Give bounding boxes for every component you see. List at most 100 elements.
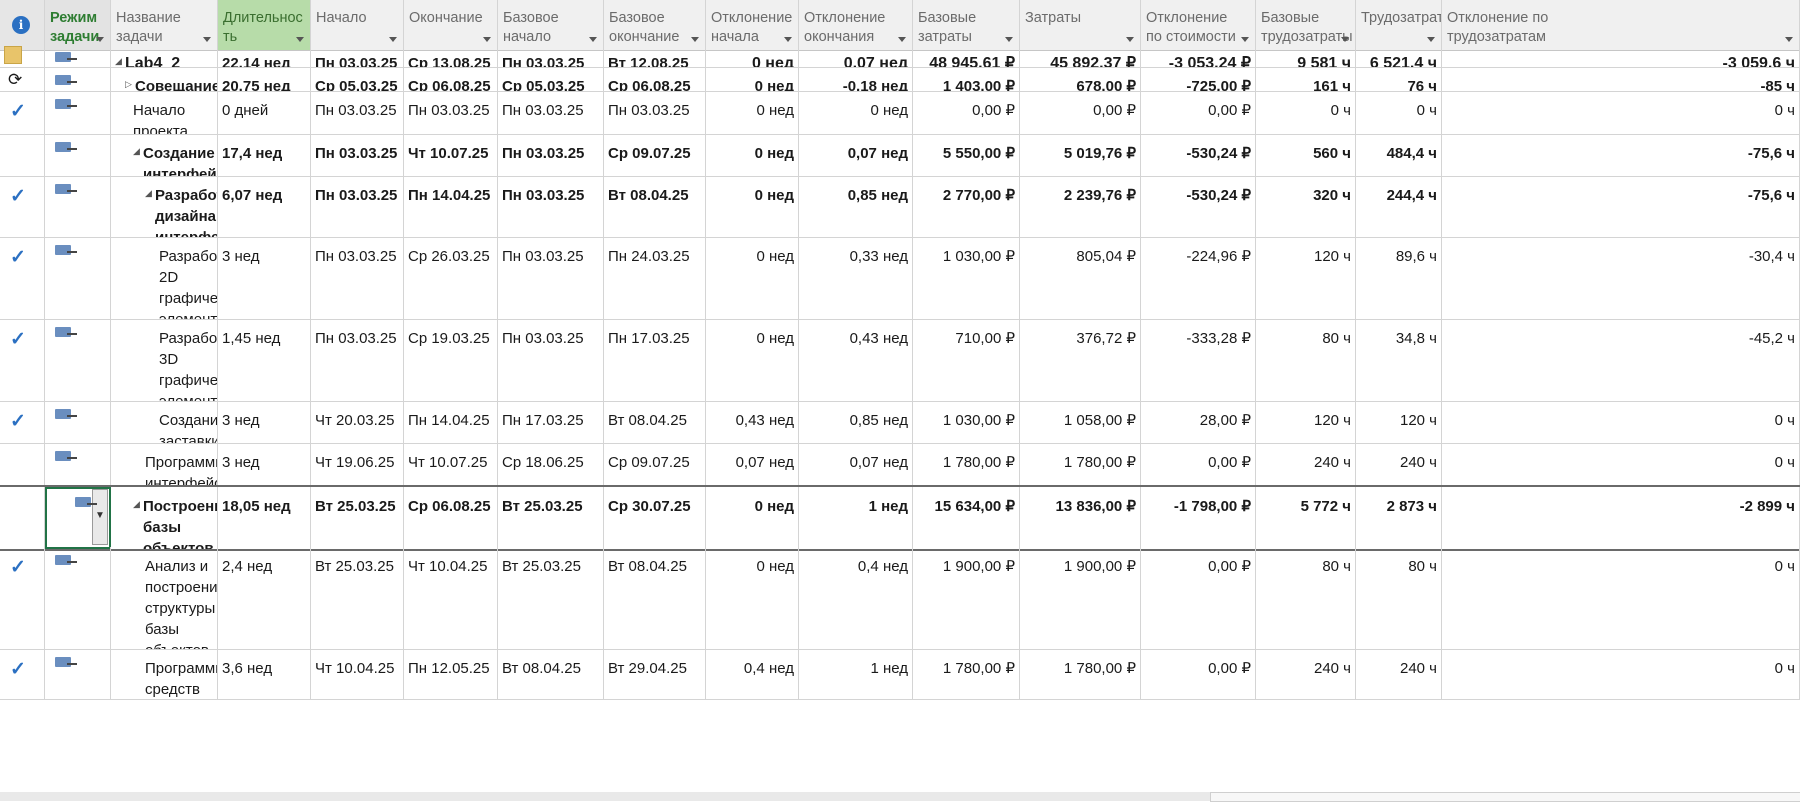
cell-mode[interactable]: [45, 237, 111, 319]
cell-base-cost[interactable]: 48 945,61 ₽: [913, 44, 1020, 67]
cell-work[interactable]: 120 ч: [1356, 401, 1442, 443]
cell-finish[interactable]: Ср 06.08.25: [404, 67, 498, 91]
cell-name[interactable]: Начало проекта: [111, 91, 218, 134]
cell-start-var[interactable]: 0,07 нед: [706, 443, 799, 485]
cell-info[interactable]: ✓: [0, 649, 45, 699]
filter-dropdown-icon[interactable]: [784, 37, 792, 42]
cell-base-cost[interactable]: 1 030,00 ₽: [913, 237, 1020, 319]
cell-base-work[interactable]: 80 ч: [1256, 319, 1356, 401]
cell-work[interactable]: 34,8 ч: [1356, 319, 1442, 401]
cell-mode[interactable]: [45, 44, 111, 67]
cell-work-var[interactable]: -3 059,6 ч: [1442, 44, 1800, 67]
column-header-finish-var[interactable]: Отклонение окончания: [799, 0, 913, 50]
cell-base-finish[interactable]: Пн 17.03.25: [604, 319, 706, 401]
cell-cost[interactable]: 1 780,00 ₽: [1020, 649, 1141, 699]
cell-name[interactable]: Программирование средств: [111, 649, 218, 699]
cell-duration[interactable]: 3 нед: [218, 443, 311, 485]
cell-start[interactable]: Пн 03.03.25: [311, 134, 404, 176]
cell-base-finish[interactable]: Вт 08.04.25: [604, 547, 706, 649]
outline-toggle-icon[interactable]: ◢: [133, 499, 140, 509]
cell-start[interactable]: Вт 25.03.25: [311, 487, 404, 549]
cell-info[interactable]: ✓: [0, 319, 45, 401]
cell-start-var[interactable]: 0 нед: [706, 237, 799, 319]
cell-work[interactable]: 6 521,4 ч: [1356, 44, 1442, 67]
cell-mode[interactable]: [45, 319, 111, 401]
filter-dropdown-icon[interactable]: [483, 37, 491, 42]
filter-dropdown-icon[interactable]: [898, 37, 906, 42]
task-row[interactable]: ◢ Lab4_2 22,14 нед Пн 03.03.25 Ср 13.08.25 Пн…: [0, 44, 1800, 68]
cell-base-finish[interactable]: Ср 06.08.25: [604, 67, 706, 91]
cell-mode[interactable]: [45, 649, 111, 699]
cell-finish[interactable]: Ср 26.03.25: [404, 237, 498, 319]
cell-base-work[interactable]: 560 ч: [1256, 134, 1356, 176]
cell-info[interactable]: [0, 44, 45, 67]
cell-work[interactable]: 0 ч: [1356, 91, 1442, 134]
cell-finish-var[interactable]: 1 нед: [799, 649, 913, 699]
task-row[interactable]: ✓◢Разработка дизайна интерфейса6,07 недП…: [0, 176, 1800, 238]
filter-dropdown-icon[interactable]: [1241, 37, 1249, 42]
cell-base-work[interactable]: 320 ч: [1256, 176, 1356, 237]
cell-base-cost[interactable]: 1 780,00 ₽: [913, 649, 1020, 699]
cell-finish[interactable]: Пн 14.04.25: [404, 401, 498, 443]
cell-mode[interactable]: ▼: [45, 487, 111, 549]
cell-name[interactable]: ◢ Lab4_2: [111, 44, 218, 67]
cell-base-finish[interactable]: Вт 29.04.25: [604, 649, 706, 699]
cell-info[interactable]: ✓: [0, 91, 45, 134]
cell-duration[interactable]: 6,07 нед: [218, 176, 311, 237]
cell-start-var[interactable]: 0 нед: [706, 91, 799, 134]
cell-start[interactable]: Чт 20.03.25: [311, 401, 404, 443]
cell-name[interactable]: ◢Создание интерфейса: [111, 134, 218, 176]
cell-base-finish[interactable]: Ср 30.07.25: [604, 487, 706, 549]
cell-start-var[interactable]: 0 нед: [706, 67, 799, 91]
cell-name[interactable]: ◢Построение базы объектов: [111, 487, 218, 549]
cell-start-var[interactable]: 0 нед: [706, 319, 799, 401]
cell-name[interactable]: Разработка 3D графических элементов: [111, 319, 218, 401]
outline-toggle-icon[interactable]: ◢: [145, 188, 152, 198]
filter-dropdown-icon[interactable]: [691, 37, 699, 42]
cell-info[interactable]: ⟳: [0, 67, 45, 91]
cell-info[interactable]: [0, 443, 45, 485]
cell-base-start[interactable]: Вт 08.04.25: [498, 649, 604, 699]
cell-work[interactable]: 89,6 ч: [1356, 237, 1442, 319]
cell-base-work[interactable]: 5 772 ч: [1256, 487, 1356, 549]
cell-start-var[interactable]: 0 нед: [706, 487, 799, 549]
cell-info[interactable]: ✓: [0, 237, 45, 319]
cell-finish-var[interactable]: 0,4 нед: [799, 547, 913, 649]
column-header-work-var[interactable]: Отклонение по трудозатратам: [1442, 0, 1800, 50]
task-row[interactable]: ✓ Анализ и построение структуры базы объе…: [0, 547, 1800, 650]
column-header-base-cost[interactable]: Базовые затраты: [913, 0, 1020, 50]
cell-start-var[interactable]: 0 нед: [706, 44, 799, 67]
cell-base-work[interactable]: 9 581 ч: [1256, 44, 1356, 67]
cell-base-cost[interactable]: 1 403,00 ₽: [913, 67, 1020, 91]
cell-start[interactable]: Ср 05.03.25: [311, 67, 404, 91]
cell-cost-var[interactable]: -530,24 ₽: [1141, 176, 1256, 237]
filter-dropdown-icon[interactable]: [296, 37, 304, 42]
cell-base-cost[interactable]: 15 634,00 ₽: [913, 487, 1020, 549]
cell-cost[interactable]: 45 892,37 ₽: [1020, 44, 1141, 67]
cell-cost-var[interactable]: -3 053,24 ₽: [1141, 44, 1256, 67]
cell-start[interactable]: Чт 19.06.25: [311, 443, 404, 485]
cell-duration[interactable]: 17,4 нед: [218, 134, 311, 176]
cell-base-cost[interactable]: 2 770,00 ₽: [913, 176, 1020, 237]
task-row[interactable]: Программирование интерфейса 3 нед Чт 19.06…: [0, 443, 1800, 486]
cell-duration[interactable]: 18,05 нед: [218, 487, 311, 549]
cell-base-finish[interactable]: Вт 08.04.25: [604, 176, 706, 237]
cell-start[interactable]: Пн 03.03.25: [311, 44, 404, 67]
cell-base-cost[interactable]: 1 900,00 ₽: [913, 547, 1020, 649]
cell-cost-var[interactable]: 0,00 ₽: [1141, 443, 1256, 485]
filter-dropdown-icon[interactable]: [1341, 37, 1349, 42]
column-header-start-var[interactable]: Отклонение начала: [706, 0, 799, 50]
cell-base-start[interactable]: Пн 03.03.25: [498, 319, 604, 401]
cell-start[interactable]: Вт 25.03.25: [311, 547, 404, 649]
cell-finish[interactable]: Пн 12.05.25: [404, 649, 498, 699]
column-header-base-finish[interactable]: Базовое окончание: [604, 0, 706, 50]
cell-work-var[interactable]: -2 899 ч: [1442, 487, 1800, 549]
cell-base-work[interactable]: 120 ч: [1256, 401, 1356, 443]
task-row[interactable]: ✓ Начало проекта 0 дней Пн 03.03.25 Пн 03.03…: [0, 91, 1800, 135]
cell-start[interactable]: Чт 10.04.25: [311, 649, 404, 699]
cell-finish[interactable]: Ср 19.03.25: [404, 319, 498, 401]
cell-work[interactable]: 2 873 ч: [1356, 487, 1442, 549]
cell-duration[interactable]: 2,4 нед: [218, 547, 311, 649]
cell-work-var[interactable]: 0 ч: [1442, 649, 1800, 699]
cell-base-cost[interactable]: 1 030,00 ₽: [913, 401, 1020, 443]
